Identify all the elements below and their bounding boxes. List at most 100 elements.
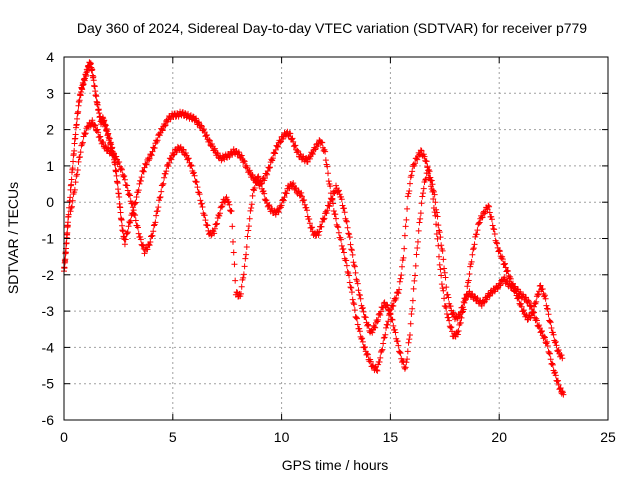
- data-point: [301, 197, 308, 204]
- data-point: [325, 202, 332, 209]
- data-point: [74, 166, 81, 173]
- data-point: [338, 242, 345, 249]
- series-p779-branch: [67, 117, 566, 372]
- data-point: [359, 304, 366, 311]
- data-point: [140, 167, 147, 174]
- data-point: [414, 238, 421, 245]
- data-point: [476, 219, 483, 226]
- data-point: [410, 161, 417, 168]
- data-point: [268, 156, 275, 163]
- data-point: [450, 309, 457, 316]
- data-point: [347, 284, 354, 291]
- data-point: [230, 238, 237, 245]
- data-point: [349, 296, 356, 303]
- data-point: [333, 182, 339, 189]
- data-point: [298, 193, 305, 200]
- data-point: [266, 165, 273, 172]
- data-point: [347, 241, 354, 248]
- data-point: [188, 162, 195, 169]
- data-point: [146, 155, 153, 162]
- data-point: [287, 130, 294, 137]
- data-point: [538, 286, 545, 293]
- data-point: [306, 216, 313, 223]
- data-point: [325, 178, 332, 185]
- data-point: [213, 221, 220, 228]
- data-point: [391, 295, 398, 302]
- data-point: [309, 150, 316, 157]
- data-point: [248, 205, 255, 212]
- data-point: [314, 229, 321, 236]
- data-point: [244, 233, 251, 240]
- data-point: [445, 314, 452, 321]
- data-point: [534, 291, 541, 298]
- data-point: [493, 239, 500, 246]
- data-point: [434, 235, 441, 242]
- data-point: [95, 129, 102, 136]
- data-point: [443, 284, 450, 291]
- data-point: [402, 223, 409, 230]
- data-point: [488, 216, 495, 223]
- data-point: [135, 187, 142, 194]
- data-point: [435, 242, 442, 249]
- y-tick-label: -4: [42, 339, 55, 355]
- data-point: [353, 314, 360, 321]
- data-point: [417, 210, 424, 217]
- data-point: [336, 191, 343, 198]
- data-point: [92, 122, 99, 129]
- x-tick-label: 15: [383, 429, 399, 445]
- data-point: [198, 122, 205, 129]
- data-point: [346, 231, 353, 238]
- data-point: [554, 378, 561, 385]
- data-point: [346, 272, 353, 279]
- data-point: [491, 226, 498, 233]
- data-point: [157, 194, 164, 201]
- data-point: [216, 210, 223, 217]
- data-point: [64, 229, 71, 236]
- data-point: [203, 132, 210, 139]
- data-point: [381, 334, 388, 341]
- data-point: [542, 295, 549, 302]
- data-point: [423, 158, 430, 165]
- data-point: [229, 223, 236, 230]
- data-point: [465, 277, 472, 284]
- x-tick-label: 5: [169, 429, 177, 445]
- data-point: [462, 295, 469, 302]
- data-point: [292, 142, 299, 149]
- data-point: [466, 271, 473, 278]
- data-point: [441, 269, 448, 276]
- data-point: [134, 224, 141, 231]
- data-point: [137, 178, 144, 185]
- data-point: [211, 145, 218, 152]
- data-point: [203, 132, 210, 139]
- data-point: [479, 214, 486, 221]
- data-point: [240, 271, 247, 278]
- data-point: [520, 308, 527, 315]
- data-point: [560, 391, 567, 398]
- data-point: [68, 176, 75, 183]
- data-point: [486, 209, 493, 216]
- data-point: [349, 251, 356, 258]
- data-point: [431, 209, 438, 216]
- data-point: [433, 230, 440, 237]
- data-point: [470, 246, 477, 253]
- data-point: [473, 231, 480, 238]
- data-point: [303, 204, 310, 211]
- data-point: [272, 150, 279, 157]
- data-point: [443, 304, 450, 311]
- data-point: [458, 314, 465, 321]
- data-point: [348, 246, 355, 253]
- data-point: [496, 282, 503, 289]
- data-point: [461, 299, 468, 306]
- data-point: [190, 169, 197, 176]
- data-point: [271, 149, 278, 156]
- data-point: [541, 334, 548, 341]
- data-point: [552, 339, 559, 346]
- data-point: [406, 336, 413, 343]
- data-point: [394, 338, 401, 345]
- data-point: [327, 198, 334, 205]
- data-point: [402, 364, 409, 371]
- data-point: [403, 359, 410, 366]
- data-point: [184, 156, 191, 163]
- x-tick-label: 10: [274, 429, 290, 445]
- data-point: [240, 274, 247, 281]
